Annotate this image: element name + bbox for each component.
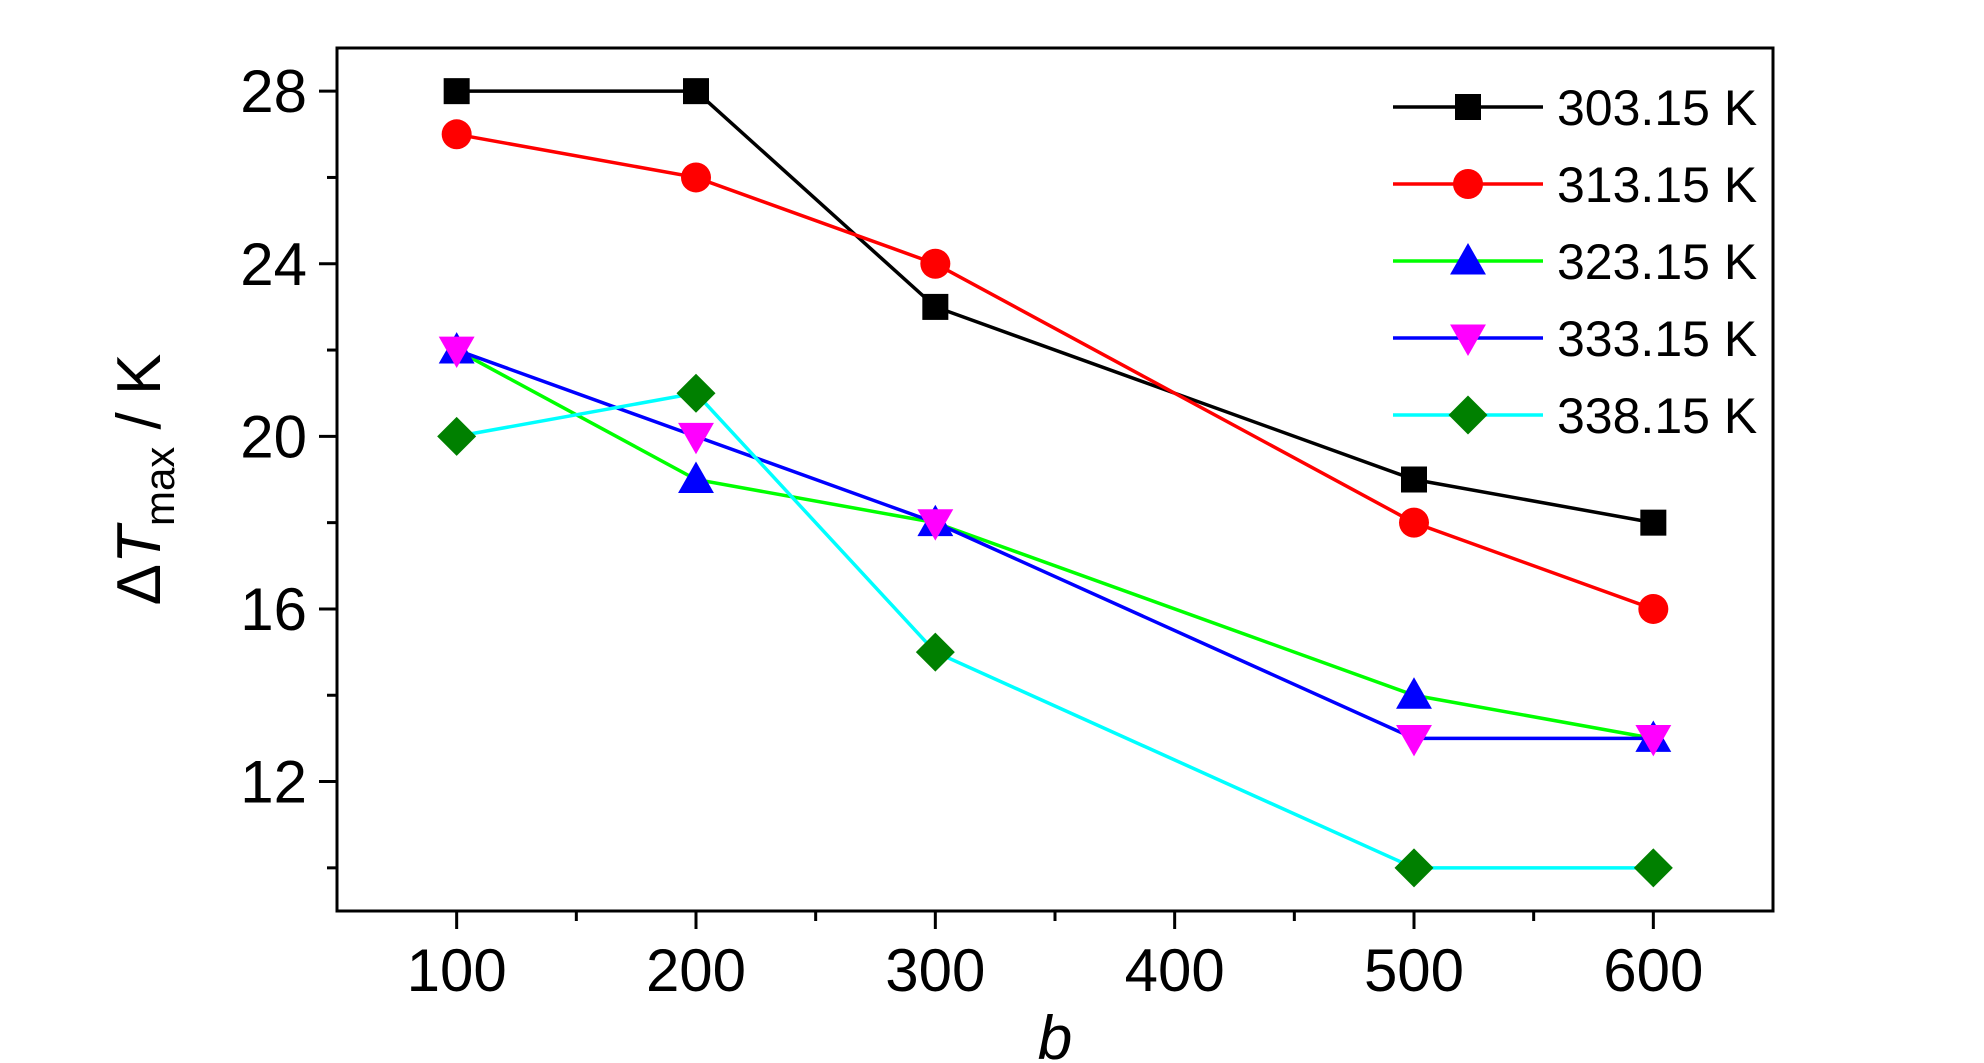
data-point xyxy=(915,632,955,672)
data-point xyxy=(1394,848,1434,888)
series-layer xyxy=(437,78,1673,888)
data-point xyxy=(676,373,716,413)
x-tick-label: 600 xyxy=(1603,937,1703,1004)
data-point xyxy=(920,248,951,279)
data-point xyxy=(443,78,470,105)
legend-item: 338.15 K xyxy=(1393,388,1757,444)
y-axis-title-variable: T xyxy=(105,522,174,564)
y-tick-label: 12 xyxy=(240,749,307,816)
series-line xyxy=(456,391,1654,870)
y-axis-title-symbol: Δ xyxy=(105,564,174,605)
legend-label: 338.15 K xyxy=(1557,388,1757,444)
data-point xyxy=(438,336,475,368)
data-point xyxy=(1399,507,1429,538)
series-333-15-k xyxy=(438,336,1672,757)
x-tick-label: 400 xyxy=(1125,937,1225,1004)
data-point xyxy=(1635,724,1672,757)
legend: 303.15 K 313.15 K 323.15 K 333.15 K 338.15 K xyxy=(1393,80,1757,444)
x-tick-label: 100 xyxy=(407,937,507,1004)
legend-marker xyxy=(1450,243,1486,275)
legend-item: 333.15 K xyxy=(1393,311,1757,367)
x-tick-label: 500 xyxy=(1364,937,1464,1004)
data-point xyxy=(1640,509,1667,536)
axes: 100 200 300 400 500 600 12 16 20 24 28 xyxy=(240,58,1703,1004)
y-tick-label: 20 xyxy=(240,403,307,470)
legend-item: 323.15 K xyxy=(1393,234,1757,290)
legend-label: 313.15 K xyxy=(1557,157,1757,213)
data-point xyxy=(1396,724,1432,757)
series-313-15-k xyxy=(441,119,1669,624)
y-tick-label: 28 xyxy=(240,58,307,125)
data-point xyxy=(1396,677,1432,709)
y-axis-title-unit: / K xyxy=(105,354,174,447)
data-point xyxy=(1633,848,1673,888)
legend-marker xyxy=(1453,169,1483,199)
legend-marker xyxy=(1455,94,1481,120)
data-point xyxy=(922,293,949,320)
legend-marker xyxy=(1448,395,1488,435)
data-point xyxy=(683,78,709,105)
data-point xyxy=(437,416,477,456)
data-point xyxy=(681,162,711,193)
series-323-15-k xyxy=(438,332,1672,752)
y-tick-label: 16 xyxy=(240,576,307,643)
legend-item: 313.15 K xyxy=(1393,157,1757,213)
x-axis-title: b xyxy=(1038,1004,1072,1063)
series-303-15-k xyxy=(443,78,1667,536)
x-tick-label: 300 xyxy=(885,937,985,1004)
data-point xyxy=(1638,593,1669,624)
series-line xyxy=(456,132,1654,611)
data-point xyxy=(1401,466,1427,493)
y-tick-label: 24 xyxy=(240,231,307,298)
y-axis-title-subscript: max xyxy=(136,447,183,526)
y-axis-title: ΔTmax / K xyxy=(105,354,183,606)
data-point xyxy=(441,119,472,150)
legend-marker xyxy=(1450,324,1486,356)
legend-label: 333.15 K xyxy=(1557,311,1757,367)
series-line xyxy=(456,89,1654,525)
data-point xyxy=(917,509,954,541)
legend-label: 303.15 K xyxy=(1557,80,1757,136)
data-point xyxy=(678,422,714,455)
legend-label: 323.15 K xyxy=(1557,234,1757,290)
data-point xyxy=(678,461,714,493)
legend-item: 303.15 K xyxy=(1393,80,1757,136)
x-tick-label: 200 xyxy=(646,937,746,1004)
series-338-15-k xyxy=(437,373,1673,888)
